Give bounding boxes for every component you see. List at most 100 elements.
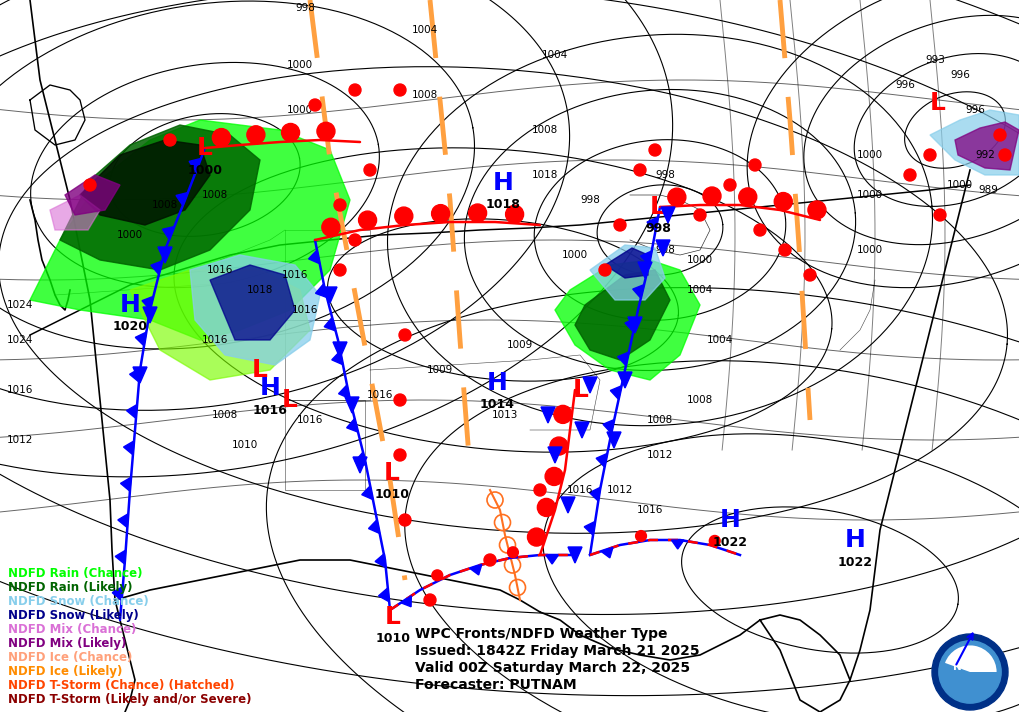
Circle shape xyxy=(424,594,436,606)
Circle shape xyxy=(317,122,335,140)
Text: L: L xyxy=(384,461,399,485)
Circle shape xyxy=(994,129,1006,141)
Text: 1022: 1022 xyxy=(838,555,872,568)
Polygon shape xyxy=(332,351,343,365)
Polygon shape xyxy=(81,140,210,225)
Text: 1016: 1016 xyxy=(291,305,318,315)
Text: 1016: 1016 xyxy=(567,485,593,495)
Text: 1008: 1008 xyxy=(647,415,674,425)
Text: 1016: 1016 xyxy=(7,385,34,395)
Polygon shape xyxy=(115,550,125,564)
Text: 1010: 1010 xyxy=(232,440,258,450)
Text: H: H xyxy=(486,371,507,395)
Text: 996: 996 xyxy=(965,105,985,115)
Circle shape xyxy=(484,554,496,566)
Text: 1008: 1008 xyxy=(412,90,438,100)
Polygon shape xyxy=(353,457,367,473)
Polygon shape xyxy=(362,486,373,500)
Circle shape xyxy=(938,641,1001,703)
Circle shape xyxy=(364,164,376,176)
Polygon shape xyxy=(584,521,595,535)
Polygon shape xyxy=(123,441,135,455)
Polygon shape xyxy=(672,540,684,549)
Text: L: L xyxy=(573,378,589,402)
Polygon shape xyxy=(50,195,100,230)
Circle shape xyxy=(247,126,265,144)
Circle shape xyxy=(614,219,626,231)
Polygon shape xyxy=(628,317,642,333)
Text: 1016: 1016 xyxy=(282,270,308,280)
Text: 1018: 1018 xyxy=(486,199,521,211)
Polygon shape xyxy=(590,245,665,300)
Text: 998: 998 xyxy=(580,195,600,205)
Text: H: H xyxy=(260,376,280,400)
Polygon shape xyxy=(112,587,123,600)
Text: 1000: 1000 xyxy=(117,230,143,240)
Polygon shape xyxy=(324,318,335,331)
Text: 1004: 1004 xyxy=(687,285,713,295)
Polygon shape xyxy=(345,397,359,413)
Polygon shape xyxy=(589,487,600,501)
Text: 993: 993 xyxy=(925,55,945,65)
Text: Issued: 1842Z Friday March 21 2025: Issued: 1842Z Friday March 21 2025 xyxy=(415,644,700,658)
Polygon shape xyxy=(575,422,589,438)
Text: 1000: 1000 xyxy=(687,255,713,265)
Polygon shape xyxy=(638,262,652,278)
Text: NDFD Mix (Likely): NDFD Mix (Likely) xyxy=(8,637,126,650)
Polygon shape xyxy=(316,284,327,298)
Circle shape xyxy=(281,123,300,142)
Circle shape xyxy=(334,264,346,276)
Circle shape xyxy=(394,394,406,406)
Text: NDFD T-Storm (Chance) (Hatched): NDFD T-Storm (Chance) (Hatched) xyxy=(8,679,234,692)
Text: 1024: 1024 xyxy=(7,335,34,345)
Text: 996: 996 xyxy=(950,70,970,80)
Text: 1000: 1000 xyxy=(947,180,973,190)
Circle shape xyxy=(359,211,377,229)
Polygon shape xyxy=(955,122,1019,170)
Text: 1022: 1022 xyxy=(712,535,748,548)
Text: L: L xyxy=(282,388,298,412)
Polygon shape xyxy=(596,454,607,467)
Circle shape xyxy=(399,329,411,341)
Text: NDFD Snow (Likely): NDFD Snow (Likely) xyxy=(8,609,139,622)
Polygon shape xyxy=(118,513,128,528)
Polygon shape xyxy=(555,260,700,380)
Circle shape xyxy=(432,570,442,581)
Text: Valid 00Z Saturday March 22, 2025: Valid 00Z Saturday March 22, 2025 xyxy=(415,661,690,675)
Text: L: L xyxy=(252,358,268,382)
Polygon shape xyxy=(647,217,658,231)
Polygon shape xyxy=(190,159,201,172)
Circle shape xyxy=(634,164,646,176)
Circle shape xyxy=(725,179,736,191)
Polygon shape xyxy=(333,342,347,358)
Polygon shape xyxy=(133,367,147,383)
Text: NDFD Ice (Chance): NDFD Ice (Chance) xyxy=(8,651,132,664)
Text: 1004: 1004 xyxy=(542,50,569,60)
Text: 1012: 1012 xyxy=(647,450,674,460)
Circle shape xyxy=(804,269,816,281)
Circle shape xyxy=(667,188,686,206)
Circle shape xyxy=(904,169,916,181)
Polygon shape xyxy=(583,377,597,393)
Text: NDFD T-Storm (Likely and/or Severe): NDFD T-Storm (Likely and/or Severe) xyxy=(8,693,252,706)
Circle shape xyxy=(694,209,706,221)
Polygon shape xyxy=(346,419,358,432)
Text: 1010: 1010 xyxy=(375,632,411,646)
Text: 1000: 1000 xyxy=(857,190,883,200)
Polygon shape xyxy=(30,120,350,340)
Polygon shape xyxy=(661,207,675,223)
Circle shape xyxy=(934,209,946,221)
Circle shape xyxy=(739,188,757,206)
Polygon shape xyxy=(375,553,386,567)
Polygon shape xyxy=(120,477,131,491)
Text: 992: 992 xyxy=(975,150,995,160)
Circle shape xyxy=(599,264,611,276)
Circle shape xyxy=(334,199,346,211)
Text: 1000: 1000 xyxy=(287,105,313,115)
Text: H: H xyxy=(719,508,741,532)
Circle shape xyxy=(84,179,96,191)
Polygon shape xyxy=(65,175,120,215)
Circle shape xyxy=(348,234,361,246)
Polygon shape xyxy=(126,404,138,419)
Text: NDFD Rain (Chance): NDFD Rain (Chance) xyxy=(8,567,143,580)
